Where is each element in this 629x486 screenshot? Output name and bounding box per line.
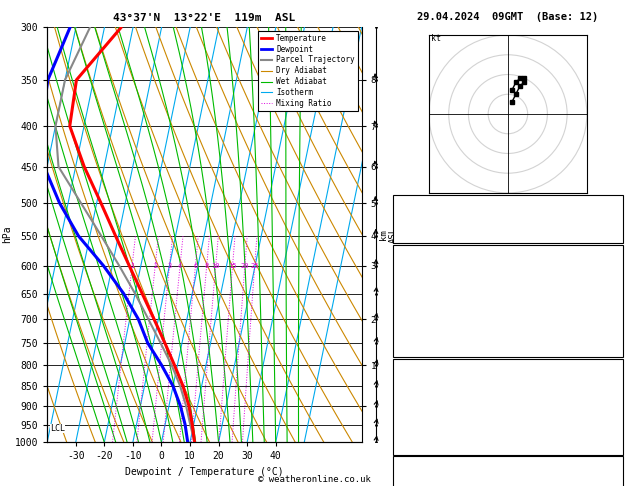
Text: 0: 0	[613, 443, 619, 452]
Text: 15: 15	[228, 263, 237, 269]
Text: EH: EH	[397, 477, 408, 486]
Text: 8: 8	[204, 263, 209, 269]
Text: Dewp (°C): Dewp (°C)	[397, 281, 445, 290]
Legend: Temperature, Dewpoint, Parcel Trajectory, Dry Adiabat, Wet Adiabat, Isotherm, Mi: Temperature, Dewpoint, Parcel Trajectory…	[258, 31, 358, 111]
Text: 304: 304	[603, 297, 619, 306]
Text: Most Unstable: Most Unstable	[473, 363, 543, 372]
Text: 11: 11	[608, 313, 619, 322]
Y-axis label: km
ASL: km ASL	[379, 226, 398, 243]
Text: CIN (J): CIN (J)	[397, 443, 435, 452]
Text: CAPE (J): CAPE (J)	[397, 330, 440, 338]
Text: 42: 42	[608, 216, 619, 225]
Text: PW (cm): PW (cm)	[397, 232, 435, 241]
Text: 6: 6	[613, 411, 619, 420]
Text: 750: 750	[603, 379, 619, 388]
Text: Temp (°C): Temp (°C)	[397, 265, 445, 274]
Text: Pressure (mb): Pressure (mb)	[397, 379, 467, 388]
Text: LCL: LCL	[50, 424, 65, 433]
Text: 20: 20	[241, 263, 249, 269]
Text: 4: 4	[178, 263, 182, 269]
Text: CIN (J): CIN (J)	[397, 346, 435, 354]
Text: Lifted Index: Lifted Index	[397, 411, 462, 420]
Text: 311: 311	[603, 395, 619, 404]
Title: 43°37'N  13°22'E  119m  ASL: 43°37'N 13°22'E 119m ASL	[113, 13, 296, 23]
Text: 10: 10	[211, 263, 220, 269]
Text: CAPE (J): CAPE (J)	[397, 427, 440, 436]
Text: 11: 11	[608, 477, 619, 486]
Text: K: K	[397, 200, 403, 208]
Text: θₑ (K): θₑ (K)	[397, 395, 429, 404]
Text: 29.04.2024  09GMT  (Base: 12): 29.04.2024 09GMT (Base: 12)	[417, 12, 599, 22]
Text: 6: 6	[193, 263, 198, 269]
Text: 25: 25	[250, 263, 259, 269]
Y-axis label: hPa: hPa	[2, 226, 12, 243]
X-axis label: Dewpoint / Temperature (°C): Dewpoint / Temperature (°C)	[125, 467, 284, 477]
Text: θₑ(K): θₑ(K)	[397, 297, 424, 306]
Text: 0: 0	[613, 427, 619, 436]
Text: kt: kt	[431, 34, 441, 43]
Text: © weatheronline.co.uk: © weatheronline.co.uk	[258, 474, 371, 484]
Text: Totals Totals: Totals Totals	[397, 216, 467, 225]
Text: 0: 0	[613, 346, 619, 354]
Text: 1.7: 1.7	[603, 232, 619, 241]
Text: Surface: Surface	[489, 249, 526, 258]
Text: 11.6: 11.6	[598, 265, 619, 274]
Text: Hodograph: Hodograph	[484, 461, 532, 469]
Text: Lifted Index: Lifted Index	[397, 313, 462, 322]
Text: 13: 13	[608, 200, 619, 208]
Text: 0: 0	[613, 330, 619, 338]
Text: 2: 2	[153, 263, 157, 269]
Text: 9.2: 9.2	[603, 281, 619, 290]
Text: 1: 1	[130, 263, 134, 269]
Text: 3: 3	[167, 263, 172, 269]
